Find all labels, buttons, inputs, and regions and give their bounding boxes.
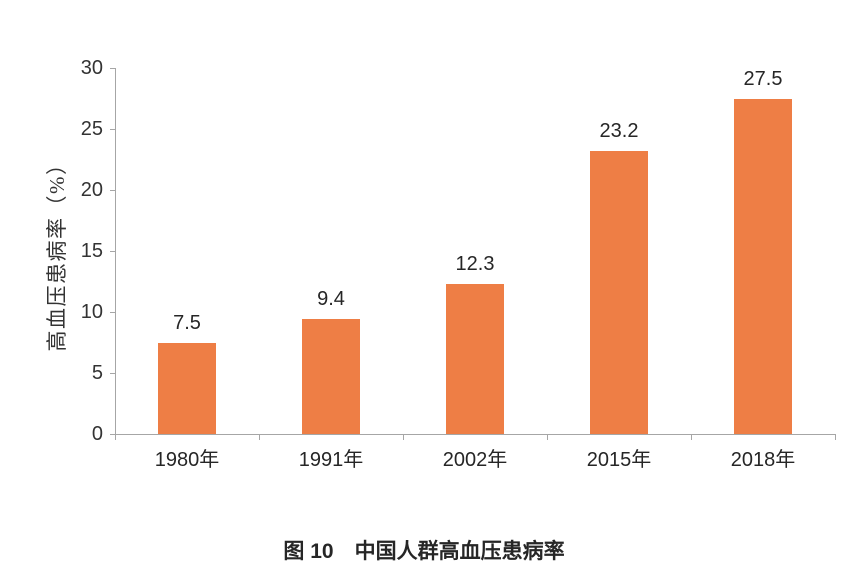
x-axis-tick [835,434,836,440]
y-tick-label: 15 [80,240,103,262]
y-axis-tick [110,129,115,130]
bar-value-label: 27.5 [743,67,783,90]
y-tick-label: 10 [80,301,103,323]
bar-value-label: 12.3 [455,252,495,275]
y-axis-tick [110,190,115,191]
x-tick-label: 1980年 [154,449,220,471]
y-axis-tick [110,68,115,69]
y-tick-label: 0 [91,423,103,445]
x-tick-label: 1991年 [298,449,364,471]
y-axis-line [115,68,116,435]
bar [446,283,504,434]
bar-value-label: 9.4 [317,288,345,311]
y-axis-tick [110,434,115,435]
x-axis-tick [691,434,692,440]
bar-value-label: 23.2 [599,119,639,142]
bar [158,342,216,434]
bar [590,150,648,434]
bar [302,319,360,434]
y-tick-label: 20 [80,179,103,201]
x-tick-label: 2018年 [730,449,796,471]
x-axis-tick [259,434,260,440]
y-axis-tick [110,251,115,252]
bar [734,98,792,434]
x-axis-tick [403,434,404,440]
x-tick-label: 2002年 [442,449,508,471]
x-axis-tick [547,434,548,440]
y-tick-label: 30 [80,57,103,79]
x-axis-line [115,434,836,435]
x-tick-label: 2015年 [586,449,652,471]
y-axis-tick [110,373,115,374]
y-tick-label: 25 [80,118,103,140]
y-tick-label: 5 [91,362,103,384]
figure-caption: 图 10 中国人群高血压患病率 [283,540,565,563]
bar-value-label: 7.5 [173,311,201,334]
y-axis-tick [110,312,115,313]
x-axis-tick [115,434,116,440]
